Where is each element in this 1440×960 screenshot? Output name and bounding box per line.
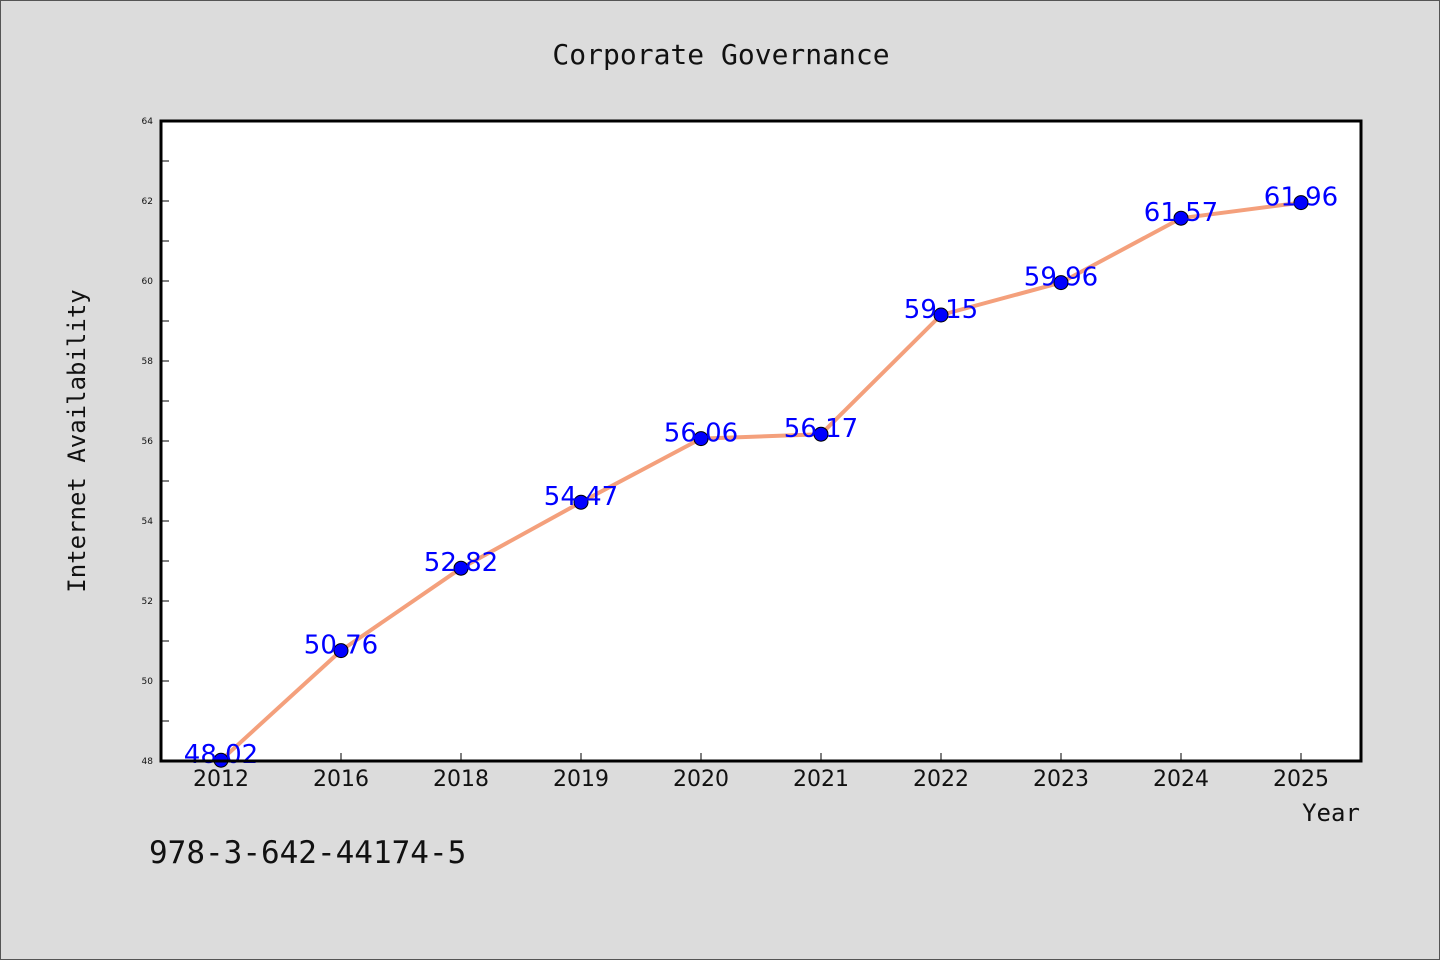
data-labels: 48.02 50.76 52.82 54.47 56.06 56.17 59.15 59.96… (184, 183, 1338, 771)
data-label: 59.96 (1024, 263, 1098, 293)
x-tick-label: 2025 (1273, 767, 1329, 792)
data-point (933, 307, 949, 323)
y-tick-label: 50 (142, 677, 154, 687)
data-point (693, 431, 709, 447)
y-tick-label: 54 (142, 517, 154, 527)
x-tick-label: 2012 (193, 767, 249, 792)
x-axis-label: Year (1302, 799, 1360, 827)
chart-title: Corporate Governance (552, 38, 889, 71)
data-point (453, 560, 469, 576)
data-label: 61.57 (1144, 198, 1218, 228)
data-point (1173, 210, 1189, 226)
x-tick-label: 2024 (1153, 767, 1209, 792)
x-tick-label: 2019 (553, 767, 609, 792)
data-label: 59.15 (904, 295, 978, 325)
footnote-isbn: 978-3-642-44174-5 (149, 835, 467, 871)
y-tick-label: 56 (142, 437, 154, 447)
data-label: 56.06 (664, 419, 738, 449)
y-axis-label: Internet Availability (63, 289, 91, 592)
y-tick-label: 64 (142, 117, 154, 127)
data-point (573, 494, 589, 510)
x-tick-label: 2020 (673, 767, 729, 792)
data-label: 54.47 (544, 482, 618, 512)
data-label: 56.17 (784, 414, 858, 444)
data-point (1293, 195, 1309, 211)
data-label: 48.02 (184, 740, 258, 770)
data-point (333, 643, 349, 659)
x-tick-label: 2022 (913, 767, 969, 792)
data-point (1053, 275, 1069, 291)
y-tick-label: 62 (142, 197, 153, 207)
y-tick-label: 60 (142, 277, 154, 287)
data-label: 61.96 (1264, 183, 1338, 213)
x-tick-label: 2016 (313, 767, 369, 792)
series-line (219, 200, 1302, 762)
x-tick-label: 2021 (793, 767, 849, 792)
data-point (813, 426, 829, 442)
y-tick-label: 48 (142, 757, 154, 767)
x-tick-label: 2018 (433, 767, 489, 792)
x-axis-ticks: 2012 2016 2018 2019 2020 2021 2022 2023 2024 2025 (193, 753, 1329, 792)
data-label: 52.82 (424, 548, 498, 578)
y-tick-label: 58 (142, 357, 154, 367)
y-tick-label: 52 (142, 597, 153, 607)
x-tick-label: 2023 (1033, 767, 1089, 792)
data-label: 50.76 (304, 631, 378, 661)
plot-frame (159, 119, 1363, 763)
